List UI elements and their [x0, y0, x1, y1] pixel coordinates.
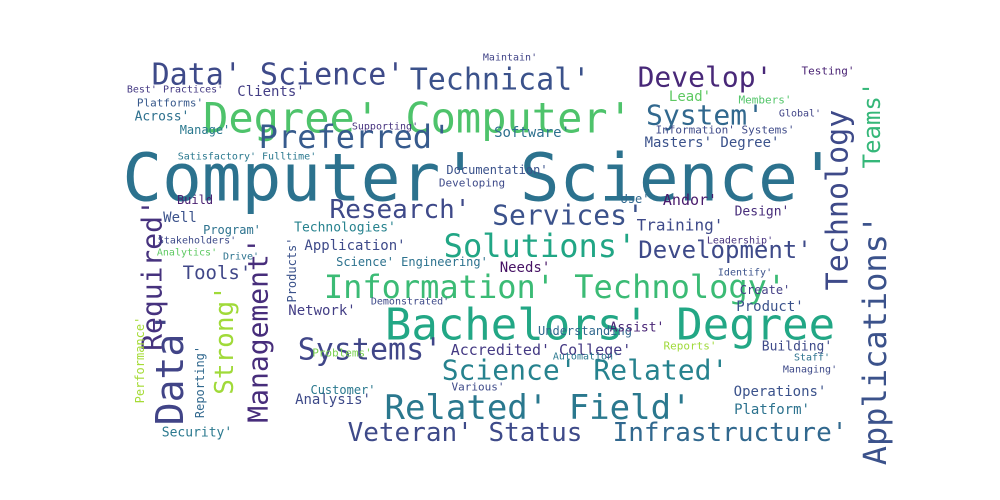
word: Understanding [538, 324, 632, 338]
word: Develop' [638, 61, 773, 94]
word: Reporting' [193, 346, 207, 418]
word: Infrastructure' [613, 418, 848, 448]
word: Product' [736, 299, 803, 315]
word: Leadership' [707, 236, 773, 247]
word: Research' [330, 195, 471, 225]
word: Lead' [669, 89, 711, 105]
word: Well [163, 210, 197, 226]
word: Demonstrated' [371, 297, 449, 308]
word: Across' [135, 110, 190, 125]
word: Information' Technology' [324, 268, 786, 306]
word: Manage' [180, 123, 231, 137]
word: Maintain' [483, 53, 537, 64]
word: Degree' Computer' [203, 94, 633, 143]
word: Bachelors' Degree [385, 300, 835, 351]
word: Preferred' [259, 118, 452, 156]
word: Network' [288, 303, 355, 319]
word: Strong' [210, 285, 240, 395]
word: Computer' Science' [122, 140, 837, 217]
word: Automation' [553, 352, 619, 363]
word: Satisfactory' Fulltime' [178, 152, 316, 163]
word: Development' [638, 236, 811, 264]
word: Clients' [237, 84, 304, 100]
word: Data' [148, 311, 192, 425]
word: Needs' [500, 260, 551, 276]
word: Assist' [610, 321, 665, 336]
word: Create' [740, 283, 791, 297]
word: Veteran' Status [348, 418, 583, 448]
word: Technologies' [294, 221, 396, 236]
word: Stakeholders' [158, 236, 236, 247]
word: Teams' [858, 82, 886, 169]
word: Performance' [133, 317, 147, 404]
word: Reports' [664, 340, 717, 353]
word: Best' Practices' [127, 85, 223, 96]
word: Building' [762, 340, 832, 355]
word: Supporting' [352, 122, 418, 133]
word: Problems' [312, 347, 372, 360]
word: Drive' [223, 252, 259, 263]
word: Use' [621, 192, 650, 206]
word: Training' [637, 216, 724, 235]
word: Technology [821, 110, 856, 291]
word: Tools' [183, 262, 252, 284]
word: Members' [739, 94, 792, 107]
word: Security' [162, 426, 232, 441]
word: Solutions' [444, 227, 637, 265]
word: Systems' [298, 333, 443, 368]
word: Testing' [802, 65, 855, 78]
word: Science' Related' [442, 354, 729, 387]
word: Analysis' [295, 392, 371, 408]
word: Data' Science' [152, 58, 405, 93]
word: Services' [492, 199, 644, 232]
word: Platforms' [137, 97, 203, 110]
word: Application' [304, 238, 405, 254]
word: Software' [494, 125, 570, 141]
word: Build [177, 193, 213, 207]
word: Identify' [718, 268, 772, 279]
word: Program' [203, 223, 261, 237]
word: Technical' [410, 63, 591, 98]
word: Design' [735, 205, 790, 220]
word: Science' Engineering' [336, 255, 488, 269]
word: Developing [439, 177, 505, 190]
word: Information' Systems' [655, 124, 794, 137]
word: Staff' [794, 353, 830, 364]
word: Products' [285, 237, 299, 302]
word: Analytics' [157, 248, 217, 259]
word: Operations' [734, 384, 827, 400]
word: Customer' [310, 383, 375, 397]
word: Management' [242, 237, 275, 422]
word: Various' [452, 381, 505, 394]
word: Global' [779, 109, 821, 120]
word: Accredited' College' [451, 341, 632, 359]
word: Applications' [856, 215, 894, 465]
word: Managing' [783, 365, 837, 376]
word: Documentation' [446, 163, 547, 177]
word: Andor' [663, 191, 717, 209]
word: Related' Field' [384, 388, 691, 428]
word: Platform' [734, 402, 810, 418]
word: Required' [136, 199, 169, 351]
word: System' [646, 99, 764, 132]
word: Masters' Degree' [645, 135, 780, 151]
